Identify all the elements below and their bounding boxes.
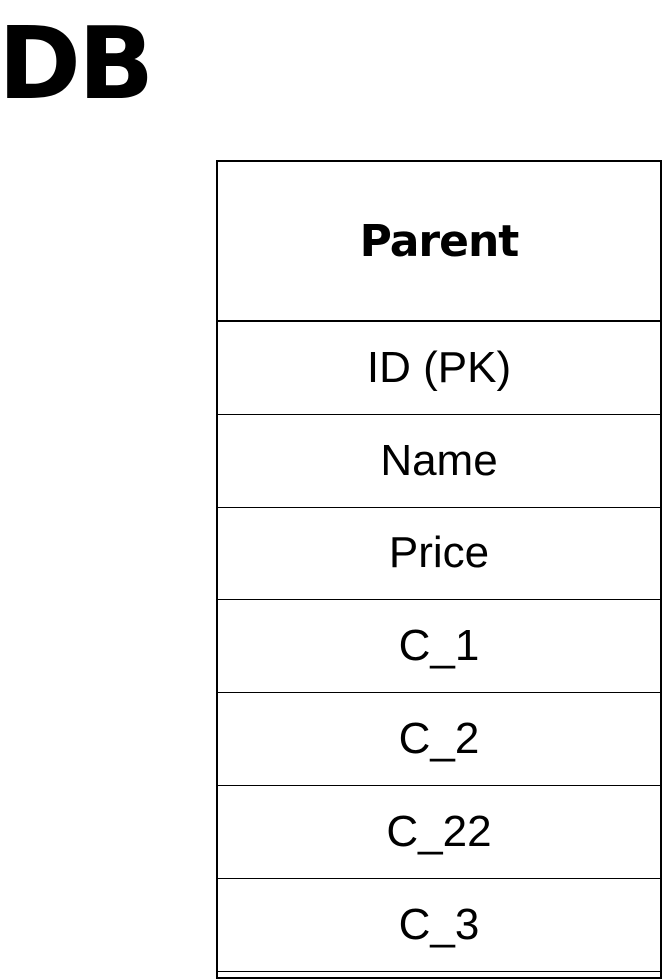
entity-field: Price bbox=[218, 508, 660, 601]
entity-field: C_1 bbox=[218, 600, 660, 694]
entity-field: C_22 bbox=[218, 786, 660, 879]
entity-parent: Parent ID (PK) Name Price C_1 C_2 C_22 C… bbox=[216, 160, 662, 979]
diagram-title: DB bbox=[0, 5, 154, 122]
entity-field: Name bbox=[218, 415, 660, 508]
entity-field: ID (PK) bbox=[218, 322, 660, 415]
entity-field: C_3 bbox=[218, 879, 660, 972]
entity-header: Parent bbox=[218, 162, 660, 322]
entity-field: C_2 bbox=[218, 693, 660, 786]
